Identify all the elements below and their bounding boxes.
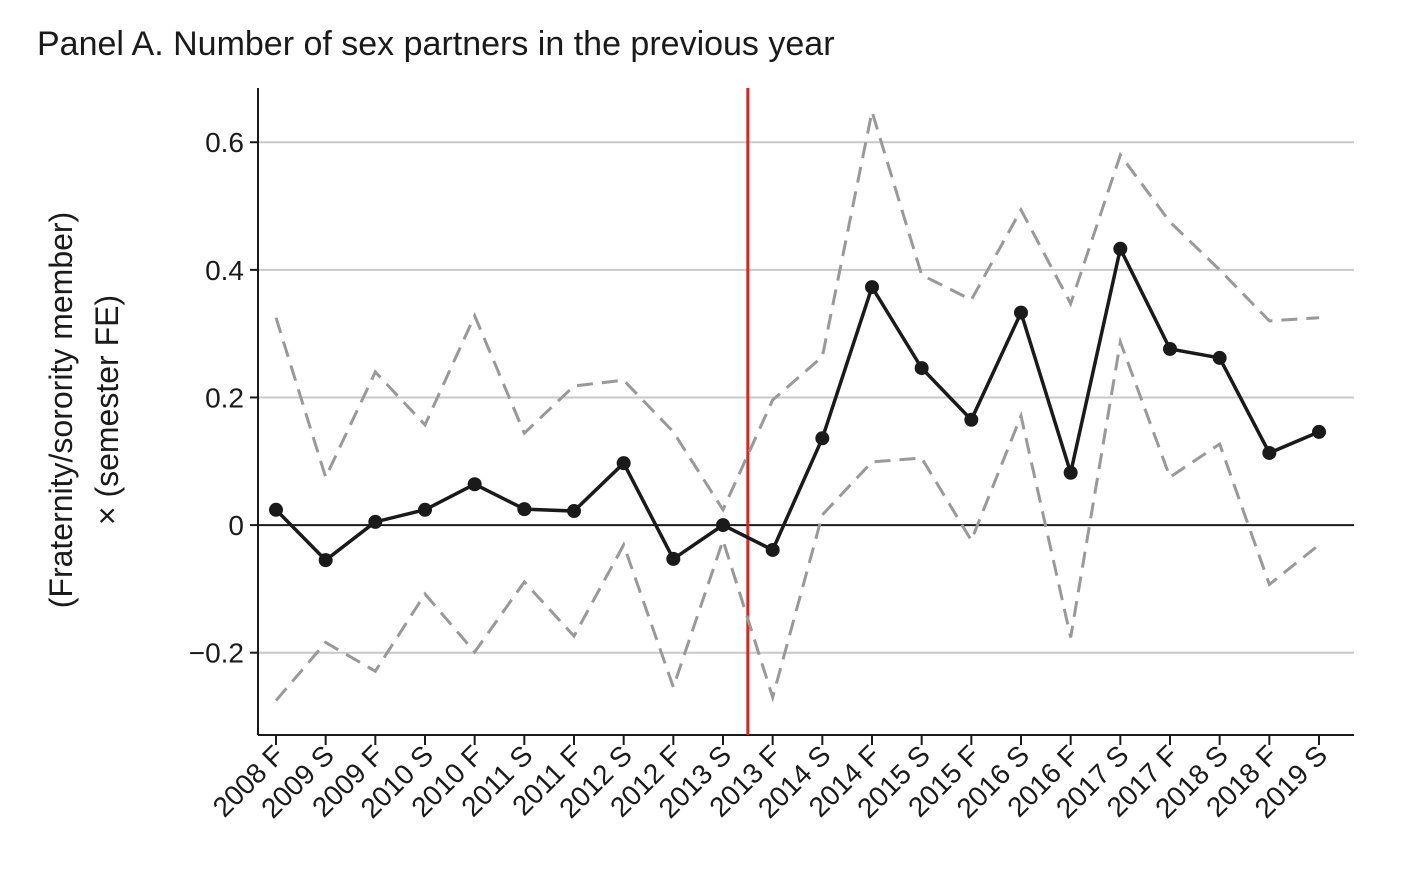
point <box>318 553 333 568</box>
point <box>1063 465 1078 480</box>
point <box>914 361 929 376</box>
point <box>1163 341 1177 356</box>
y-tick-label: 0.4 <box>205 255 244 286</box>
point <box>1212 350 1227 365</box>
y-tick-label: 0 <box>228 510 244 541</box>
y-tick-label: −0.2 <box>189 638 244 669</box>
point <box>815 431 830 446</box>
point <box>1312 424 1326 439</box>
point <box>368 514 383 529</box>
point <box>1014 305 1028 320</box>
ci-line <box>274 111 1320 513</box>
chart-title: Panel A. Number of sex partners in the p… <box>37 25 835 63</box>
point <box>269 502 283 517</box>
y-tick-label: 0.6 <box>205 127 244 158</box>
point <box>964 412 979 427</box>
point <box>666 551 681 566</box>
point <box>1113 241 1128 256</box>
estimate-line <box>274 243 1320 563</box>
point <box>716 518 730 533</box>
y-axis-label: × (semester FE) <box>89 295 125 525</box>
point <box>467 477 482 492</box>
point <box>616 456 631 471</box>
point <box>765 542 780 557</box>
y-tick-label: 0.2 <box>205 382 244 413</box>
point <box>865 280 879 295</box>
point <box>517 502 532 517</box>
y-axis-label: (Fraternity/sorority member) <box>43 212 79 609</box>
point <box>567 504 581 519</box>
point <box>418 502 432 517</box>
ci-line <box>274 336 1320 703</box>
point <box>1262 445 1277 460</box>
